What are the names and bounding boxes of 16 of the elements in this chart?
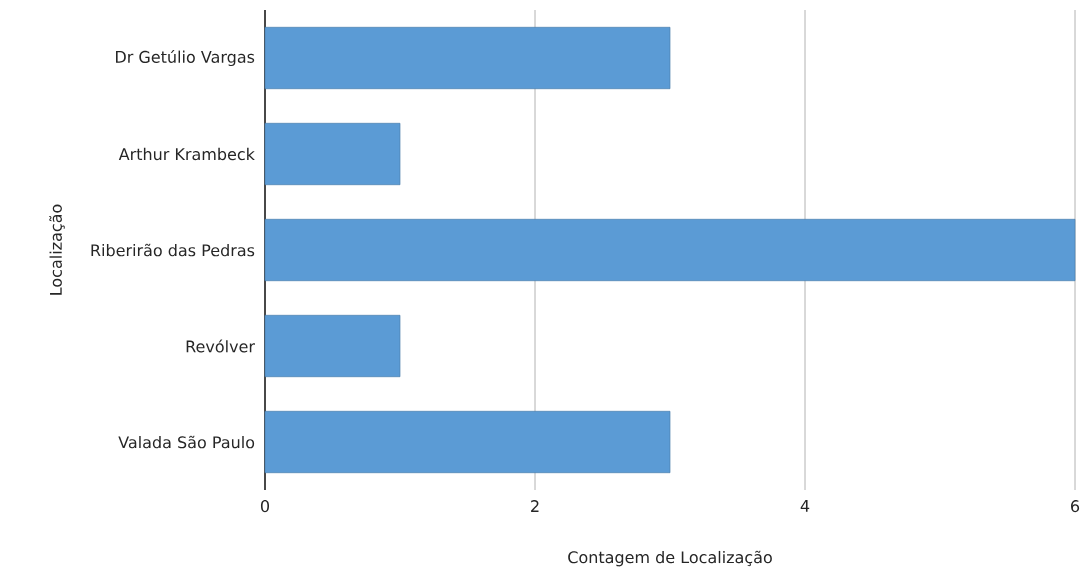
x-axis-title: Contagem de Localização	[568, 550, 772, 567]
x-tick-label: 4	[800, 500, 810, 512]
y-tick-label: Revólver	[186, 339, 255, 353]
bar	[264, 218, 1076, 282]
x-tick-label: 0	[260, 500, 270, 513]
y-tick-label: Riberirão das Pedras	[91, 243, 255, 257]
y-tick-label: Dr Getúlio Vargas	[116, 49, 255, 67]
x-tick-label: 2	[531, 500, 539, 512]
y-axis-title: Localização	[49, 204, 65, 295]
bar	[264, 26, 671, 90]
y-tick-label: Arthur Krambeck	[118, 147, 255, 161]
bar	[264, 122, 401, 186]
bar	[264, 410, 671, 474]
x-tick-label: 6	[1071, 500, 1080, 513]
bar	[264, 314, 401, 378]
y-tick-label: Valada São Paulo	[118, 435, 255, 449]
